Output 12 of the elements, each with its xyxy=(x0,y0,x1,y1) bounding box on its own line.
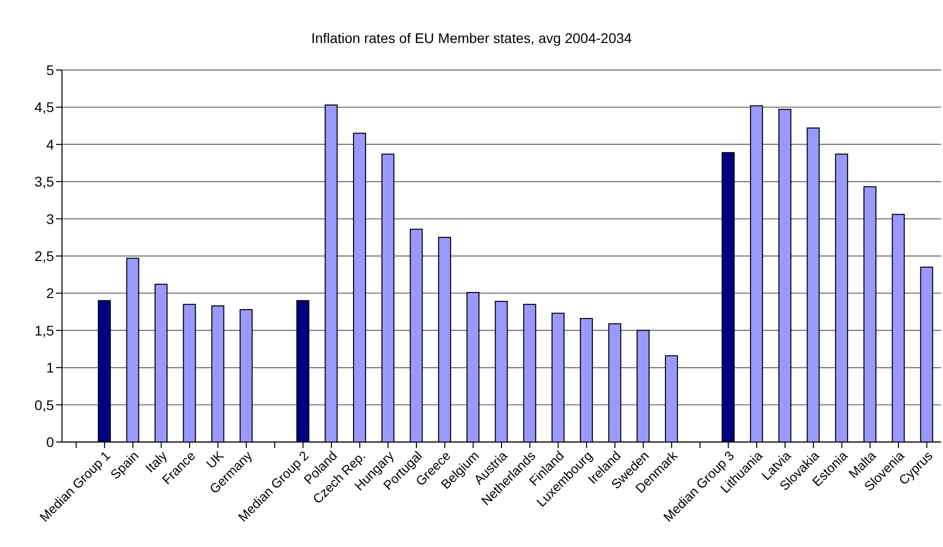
y-tick-label: 2,5 xyxy=(34,248,54,264)
chart-title: Inflation rates of EU Member states, avg 2004-2034 xyxy=(310,30,633,46)
y-tick-label: 3 xyxy=(46,210,54,227)
y-tick-label: 0,5 xyxy=(34,396,54,413)
y-tick-label: 3,5 xyxy=(34,174,54,190)
y-tick-label: 1,5 xyxy=(34,322,54,338)
y-tick-label: 1 xyxy=(46,360,54,376)
y-tick-label: 4,5 xyxy=(34,99,54,116)
y-tick-label: 2 xyxy=(46,285,54,302)
y-tick-label: 4 xyxy=(46,136,54,152)
y-tick-label: 5 xyxy=(46,62,54,78)
y-tick-label: 0 xyxy=(46,434,54,450)
